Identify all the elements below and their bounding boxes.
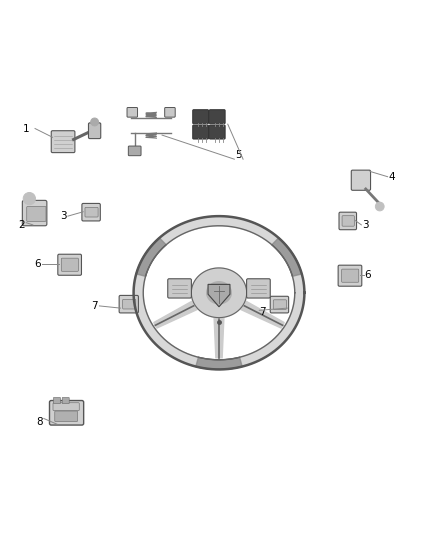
FancyBboxPatch shape: [209, 110, 225, 124]
FancyBboxPatch shape: [270, 296, 289, 313]
FancyBboxPatch shape: [168, 279, 191, 298]
FancyBboxPatch shape: [82, 204, 100, 221]
Text: 7: 7: [91, 301, 98, 311]
FancyBboxPatch shape: [53, 398, 60, 403]
Polygon shape: [154, 296, 206, 328]
FancyBboxPatch shape: [27, 206, 46, 221]
FancyBboxPatch shape: [49, 400, 84, 425]
FancyBboxPatch shape: [62, 398, 69, 403]
FancyBboxPatch shape: [53, 403, 79, 410]
FancyBboxPatch shape: [342, 269, 359, 282]
FancyBboxPatch shape: [247, 279, 270, 298]
Text: 8: 8: [36, 417, 43, 427]
Polygon shape: [191, 268, 247, 318]
Text: 4: 4: [389, 172, 396, 182]
Circle shape: [375, 202, 384, 211]
Polygon shape: [272, 238, 302, 276]
FancyBboxPatch shape: [119, 295, 138, 313]
Text: 1: 1: [23, 124, 30, 134]
Text: 6: 6: [364, 270, 371, 280]
FancyBboxPatch shape: [55, 411, 78, 422]
FancyBboxPatch shape: [128, 146, 141, 156]
FancyBboxPatch shape: [338, 265, 362, 286]
Polygon shape: [207, 282, 231, 304]
Text: 7: 7: [259, 308, 266, 318]
FancyBboxPatch shape: [51, 131, 75, 152]
Polygon shape: [232, 296, 284, 328]
Polygon shape: [214, 309, 224, 358]
FancyBboxPatch shape: [209, 125, 225, 139]
FancyBboxPatch shape: [165, 108, 175, 117]
FancyBboxPatch shape: [22, 200, 47, 226]
Text: 3: 3: [362, 220, 369, 230]
Polygon shape: [196, 357, 242, 369]
FancyBboxPatch shape: [85, 207, 98, 217]
Text: 5: 5: [235, 150, 242, 160]
Polygon shape: [208, 285, 230, 307]
FancyBboxPatch shape: [193, 125, 208, 139]
FancyBboxPatch shape: [58, 254, 81, 275]
FancyBboxPatch shape: [339, 212, 357, 230]
FancyBboxPatch shape: [342, 216, 354, 226]
Polygon shape: [134, 216, 304, 369]
Circle shape: [23, 192, 35, 205]
FancyBboxPatch shape: [61, 258, 78, 271]
Text: 6: 6: [34, 260, 41, 269]
Polygon shape: [136, 238, 166, 276]
FancyBboxPatch shape: [88, 123, 101, 139]
Text: 2: 2: [18, 220, 25, 230]
FancyBboxPatch shape: [351, 170, 371, 190]
Circle shape: [91, 118, 99, 126]
FancyBboxPatch shape: [273, 300, 286, 310]
FancyBboxPatch shape: [127, 108, 138, 117]
Text: 3: 3: [60, 211, 67, 221]
FancyBboxPatch shape: [193, 110, 208, 124]
FancyBboxPatch shape: [123, 300, 136, 309]
